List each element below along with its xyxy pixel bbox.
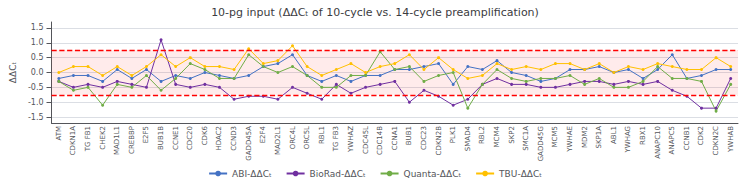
- svg-text:CREBBP: CREBBP: [128, 126, 136, 154]
- svg-text:TG FB3: TG FB3: [332, 126, 340, 152]
- svg-text:ATM: ATM: [55, 126, 63, 141]
- svg-text:0.5: 0.5: [31, 53, 44, 62]
- svg-text:RBL2: RBL2: [478, 126, 486, 144]
- svg-text:CDK6: CDK6: [201, 125, 209, 145]
- svg-text:ANAPC5: ANAPC5: [668, 126, 676, 154]
- svg-text:GADD45G: GADD45G: [537, 126, 545, 161]
- svg-text:RBL1: RBL1: [318, 126, 326, 144]
- svg-text:-1.0: -1.0: [28, 98, 44, 107]
- svg-text:PLK1: PLK1: [449, 126, 457, 143]
- svg-text:1.0: 1.0: [31, 38, 44, 47]
- svg-text:SKP2: SKP2: [508, 126, 516, 144]
- svg-text:-1.5: -1.5: [28, 113, 44, 122]
- svg-text:ABI-ΔΔCₜ: ABI-ΔΔCₜ: [232, 169, 272, 179]
- svg-text:MAD1L1: MAD1L1: [113, 126, 121, 155]
- svg-text:MDM2: MDM2: [581, 126, 589, 148]
- svg-text:YWHAG: YWHAG: [624, 126, 632, 154]
- svg-text:CDKN2C: CDKN2C: [712, 126, 720, 156]
- svg-text:SMAD4: SMAD4: [464, 125, 472, 151]
- svg-text:MAD2L1: MAD2L1: [274, 126, 282, 155]
- svg-text:CDKN1A: CDKN1A: [69, 126, 77, 156]
- svg-text:ΔΔCₜ: ΔΔCₜ: [8, 62, 18, 84]
- svg-text:CDC45L: CDC45L: [362, 126, 370, 154]
- svg-text:SKP1A: SKP1A: [595, 126, 603, 149]
- svg-text:10-pg input (ΔΔCₜ of 10-cycle: 10-pg input (ΔΔCₜ of 10-cycle vs. 14-cyc…: [211, 6, 539, 19]
- svg-text:ANAPC10: ANAPC10: [654, 126, 662, 159]
- svg-text:HDAC2: HDAC2: [215, 126, 223, 151]
- svg-text:CHEK2: CHEK2: [99, 126, 107, 150]
- svg-text:CCND3: CCND3: [230, 126, 238, 151]
- svg-text:ABL1: ABL1: [610, 126, 618, 144]
- svg-text:MCM5: MCM5: [551, 126, 559, 147]
- svg-text:BUB1: BUB1: [405, 126, 413, 145]
- svg-text:CDKN2B: CDKN2B: [435, 126, 443, 156]
- svg-text:SMC1A: SMC1A: [522, 126, 530, 151]
- svg-text:0.0: 0.0: [31, 68, 44, 77]
- svg-text:ORC5L: ORC5L: [303, 126, 311, 149]
- svg-text:E2F5: E2F5: [142, 126, 150, 143]
- svg-text:GADD45A: GADD45A: [245, 126, 253, 161]
- svg-text:CCNA1: CCNA1: [391, 126, 399, 150]
- svg-text:E2F4: E2F4: [259, 125, 267, 143]
- svg-text:BUB1B: BUB1B: [157, 126, 165, 150]
- svg-text:CCNB1: CCNB1: [683, 126, 691, 150]
- svg-text:ORC4L: ORC4L: [289, 126, 297, 149]
- svg-text:CCNE1: CCNE1: [172, 126, 180, 150]
- svg-text:Quanta-ΔΔCₜ: Quanta-ΔΔCₜ: [404, 169, 462, 179]
- svg-text:YWHAB: YWHAB: [727, 126, 735, 153]
- svg-text:TBU-ΔΔCₜ: TBU-ΔΔCₜ: [498, 169, 542, 179]
- svg-text:-0.5: -0.5: [28, 83, 44, 92]
- svg-text:TG FB1: TG FB1: [84, 126, 92, 152]
- svg-text:CDC23: CDC23: [420, 126, 428, 150]
- svg-text:YWHAZ: YWHAZ: [347, 126, 355, 153]
- svg-text:1.5: 1.5: [31, 23, 44, 32]
- svg-text:CDC14B: CDC14B: [376, 126, 384, 155]
- svg-text:CDK2: CDK2: [697, 126, 705, 145]
- svg-text:BioRad-ΔΔCₜ: BioRad-ΔΔCₜ: [310, 169, 366, 179]
- svg-text:YWHAE: YWHAE: [566, 126, 574, 153]
- svg-text:MCM4: MCM4: [493, 125, 501, 147]
- svg-text:CDC20: CDC20: [186, 126, 194, 150]
- svg-text:RBX1: RBX1: [639, 126, 647, 145]
